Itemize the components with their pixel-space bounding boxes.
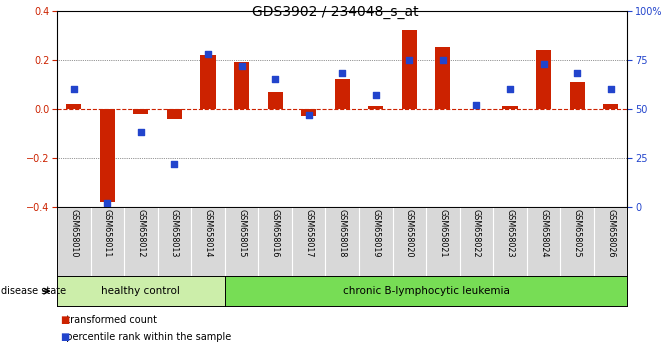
Text: GSM658015: GSM658015 xyxy=(237,209,246,258)
Point xyxy=(203,51,213,57)
Text: GSM658016: GSM658016 xyxy=(270,209,280,258)
Point xyxy=(572,71,582,76)
Bar xyxy=(368,107,383,109)
Text: GSM658022: GSM658022 xyxy=(472,209,481,258)
Text: GSM658017: GSM658017 xyxy=(304,209,313,258)
Point xyxy=(605,86,616,92)
Text: ■: ■ xyxy=(60,315,70,325)
Bar xyxy=(234,62,249,109)
Bar xyxy=(66,104,81,109)
Text: disease state: disease state xyxy=(1,286,66,296)
Bar xyxy=(301,109,316,116)
Text: GSM658021: GSM658021 xyxy=(438,209,448,258)
Point xyxy=(136,130,146,135)
Bar xyxy=(603,104,618,109)
Text: GSM658011: GSM658011 xyxy=(103,209,112,258)
Bar xyxy=(268,92,282,109)
Text: healthy control: healthy control xyxy=(101,286,180,296)
Text: GSM658014: GSM658014 xyxy=(203,209,213,258)
Bar xyxy=(100,109,115,202)
Text: GDS3902 / 234048_s_at: GDS3902 / 234048_s_at xyxy=(252,5,419,19)
Text: GSM658012: GSM658012 xyxy=(136,209,146,258)
Bar xyxy=(134,109,148,114)
Point xyxy=(404,57,415,63)
Text: GSM658026: GSM658026 xyxy=(606,209,615,258)
Point xyxy=(337,71,348,76)
Bar xyxy=(435,47,450,109)
Point xyxy=(505,86,515,92)
Text: GSM658019: GSM658019 xyxy=(371,209,380,258)
Bar xyxy=(167,109,182,119)
Text: GSM658020: GSM658020 xyxy=(405,209,414,258)
Point xyxy=(471,102,482,108)
Point xyxy=(102,200,113,206)
Text: chronic B-lymphocytic leukemia: chronic B-lymphocytic leukemia xyxy=(343,286,509,296)
Text: transformed count: transformed count xyxy=(60,315,158,325)
Bar xyxy=(503,107,517,109)
Text: GSM658010: GSM658010 xyxy=(69,209,79,258)
Text: GSM658023: GSM658023 xyxy=(505,209,515,258)
Text: GSM658025: GSM658025 xyxy=(572,209,582,258)
Bar xyxy=(402,30,417,109)
Bar xyxy=(335,79,350,109)
Point xyxy=(303,112,314,118)
Text: GSM658018: GSM658018 xyxy=(338,209,347,258)
Bar xyxy=(570,82,584,109)
Point xyxy=(68,86,79,92)
Bar xyxy=(536,50,551,109)
Point xyxy=(370,92,381,98)
Point xyxy=(270,76,280,82)
Point xyxy=(236,63,247,68)
Text: ■: ■ xyxy=(60,332,70,342)
Point xyxy=(437,57,448,63)
Bar xyxy=(201,55,215,109)
Point xyxy=(538,61,549,67)
Text: GSM658024: GSM658024 xyxy=(539,209,548,258)
Text: GSM658013: GSM658013 xyxy=(170,209,179,258)
Text: percentile rank within the sample: percentile rank within the sample xyxy=(60,332,231,342)
Point xyxy=(169,161,180,167)
